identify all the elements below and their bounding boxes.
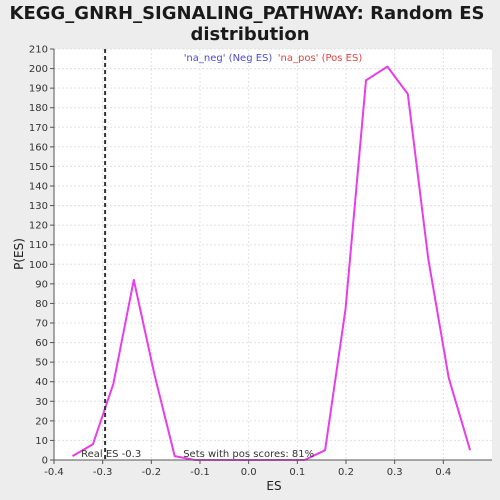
y-tick-label: 190 — [29, 84, 48, 95]
y-tick-label: 60 — [35, 338, 48, 349]
y-tick-label: 100 — [29, 260, 48, 271]
y-tick-label: 10 — [35, 436, 48, 447]
x-tick-label: 0.1 — [289, 467, 305, 478]
y-tick-label: 200 — [29, 64, 48, 75]
y-tick-label: 120 — [29, 221, 48, 232]
x-tick-label: -0.2 — [142, 467, 162, 478]
y-tick-label: 0 — [42, 456, 48, 467]
y-tick-label: 170 — [29, 123, 48, 134]
y-tick-label: 90 — [35, 279, 48, 290]
y-tick-label: 30 — [35, 397, 48, 408]
y-tick-label: 80 — [35, 299, 48, 310]
y-tick-label: 150 — [29, 162, 48, 173]
chart-title-line-2: distribution — [190, 24, 309, 45]
plot-area — [54, 49, 492, 460]
pos-scores-annotation: Sets with pos scores: 81% — [183, 449, 314, 460]
x-tick-label: 0.4 — [435, 467, 451, 478]
y-tick-label: 70 — [35, 319, 48, 330]
y-tick-label: 140 — [29, 182, 48, 193]
y-tick-label: 180 — [29, 103, 48, 114]
y-tick-label: 50 — [35, 358, 48, 369]
legend-entry-pos: 'na_pos' (Pos ES) — [278, 53, 363, 64]
real-es-label: Real ES -0.3 — [81, 449, 141, 460]
chart-title-line-1: KEGG_GNRH_SIGNALING_PATHWAY: Random ES — [10, 3, 485, 24]
legend: 'na_neg' (Neg ES) 'na_pos' (Pos ES) — [184, 53, 363, 64]
grid — [53, 48, 492, 461]
y-tick-label: 160 — [29, 142, 48, 153]
y-tick-label: 210 — [29, 45, 48, 56]
x-tick-label: 0.2 — [338, 467, 354, 478]
x-tick-label: -0.4 — [44, 467, 64, 478]
x-axis-label: ES — [266, 479, 281, 493]
y-tick-label: 130 — [29, 201, 48, 212]
legend-entry-neg: 'na_neg' (Neg ES) — [184, 53, 273, 64]
x-tick-label: 0.3 — [387, 467, 403, 478]
x-tick-label: -0.3 — [93, 467, 113, 478]
y-tick-label: 110 — [29, 240, 48, 251]
y-tick-label: 20 — [35, 416, 48, 427]
y-axis-label: P(ES) — [12, 238, 26, 270]
chart-title: KEGG_GNRH_SIGNALING_PATHWAY: Random ES d… — [10, 3, 485, 45]
axes — [50, 48, 492, 464]
x-tick-label: 0.0 — [241, 467, 257, 478]
x-tick-label: -0.1 — [190, 467, 210, 478]
y-tick-label: 40 — [35, 377, 48, 388]
tick-labels: 0 10 20 30 40 50 60 70 80 90 100 110 120 130 140 150 160… — [29, 45, 451, 479]
